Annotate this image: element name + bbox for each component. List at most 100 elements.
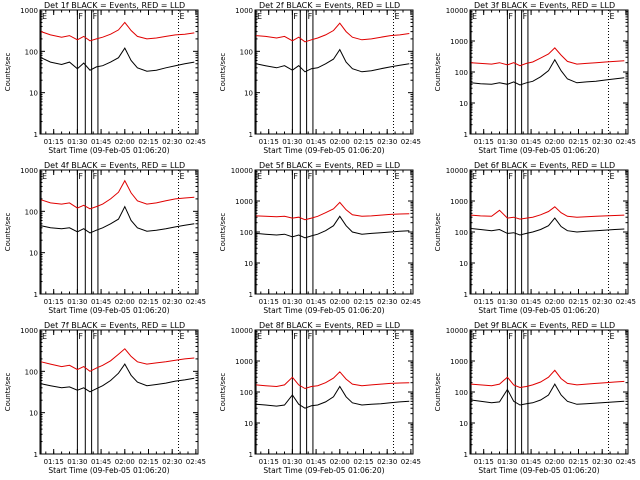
- y-tick-label: 1: [249, 291, 253, 299]
- y-tick-label: 100: [240, 48, 253, 56]
- panel-title: Det 8f BLACK = Events, RED = LLD: [259, 321, 400, 330]
- y-axis-label: Counts/sec: [219, 213, 227, 252]
- y-tick-label: 1: [34, 451, 38, 459]
- y-tick-label: 10000: [231, 167, 253, 175]
- event-marker-label: F: [308, 12, 313, 21]
- series-line-events: [256, 385, 410, 409]
- plot-frame: [254, 9, 414, 135]
- x-tick-label: 02:15: [353, 298, 373, 306]
- panel-det-2: Det 2f BLACK = Events, RED = LLD Counts/s…: [219, 1, 421, 155]
- series-line-events: [256, 215, 410, 239]
- event-marker-label: F: [93, 12, 98, 21]
- y-tick-label: 1000: [450, 358, 468, 366]
- x-tick-label: 02:30: [377, 138, 397, 146]
- series-line-lld: [471, 206, 625, 220]
- panel-det-8: Det 8f BLACK = Events, RED = LLD Counts/s…: [219, 321, 421, 475]
- y-tick-label: 100: [25, 368, 38, 376]
- x-tick-label: 01:15: [474, 298, 494, 306]
- x-tick-label: 02:45: [616, 138, 636, 146]
- y-tick-label: 100: [25, 48, 38, 56]
- y-tick-label: 1: [34, 291, 38, 299]
- y-tick-label: 10000: [446, 327, 468, 335]
- y-tick-label: 10: [29, 250, 38, 258]
- series-line-events: [471, 217, 625, 236]
- x-tick-label: 01:30: [497, 298, 517, 306]
- x-axis-label: Start Time (09-Feb-05 01:06:20): [263, 146, 384, 155]
- event-marker-label: F: [508, 332, 513, 341]
- y-axis-label: Counts/sec: [4, 213, 12, 252]
- plot-frame: [469, 329, 629, 455]
- x-tick-label: 02:00: [330, 458, 350, 466]
- panel-det-5: Det 5f BLACK = Events, RED = LLD Counts/s…: [219, 161, 421, 315]
- series-line-lld: [40, 21, 195, 42]
- series-line-lld: [40, 348, 195, 372]
- x-tick-label: 02:00: [545, 138, 565, 146]
- event-marker-label: F: [308, 172, 313, 181]
- event-marker-label: F: [508, 172, 513, 181]
- x-tick-label: 02:00: [115, 138, 135, 146]
- y-tick-label: 100: [455, 69, 468, 77]
- y-tick-label: 10000: [446, 7, 468, 15]
- x-tick-label: 01:30: [282, 138, 302, 146]
- event-marker-label: E: [472, 172, 477, 181]
- x-tick-label: 01:45: [91, 458, 111, 466]
- x-tick-label: 02:00: [330, 298, 350, 306]
- panel-title: Det 2f BLACK = Events, RED = LLD: [259, 1, 400, 10]
- event-marker-label: F: [93, 172, 98, 181]
- panel-det-1: Det 1f BLACK = Events, RED = LLD Counts/s…: [4, 1, 206, 155]
- x-tick-label: 02:15: [353, 138, 373, 146]
- x-tick-label: 02:45: [401, 298, 421, 306]
- x-tick-label: 01:30: [497, 458, 517, 466]
- x-tick-label: 02:30: [162, 138, 182, 146]
- x-axis-label: Start Time (09-Feb-05 01:06:20): [263, 306, 384, 315]
- y-tick-label: 10: [244, 260, 253, 268]
- y-tick-label: 1000: [20, 167, 38, 175]
- x-axis-label: Start Time (09-Feb-05 01:06:20): [48, 466, 169, 475]
- event-marker-label: E: [257, 172, 262, 181]
- x-tick-label: 02:00: [545, 298, 565, 306]
- panel-det-9: Det 9f BLACK = Events, RED = LLD Counts/s…: [434, 321, 636, 475]
- y-tick-label: 10: [459, 260, 468, 268]
- y-tick-label: 10: [459, 100, 468, 108]
- y-tick-label: 100: [455, 389, 468, 397]
- series-line-lld: [40, 179, 195, 210]
- event-marker-label: E: [610, 172, 615, 181]
- x-tick-label: 02:00: [115, 458, 135, 466]
- y-tick-label: 10: [29, 410, 38, 418]
- y-axis-label: Counts/sec: [219, 53, 227, 92]
- plot-frame: [469, 9, 629, 135]
- x-tick-label: 02:30: [592, 138, 612, 146]
- x-tick-label: 01:30: [67, 138, 87, 146]
- event-marker-label: E: [42, 12, 47, 21]
- panel-title: Det 5f BLACK = Events, RED = LLD: [259, 161, 400, 170]
- event-marker-label: F: [293, 332, 298, 341]
- series-line-events: [471, 58, 625, 86]
- event-marker-label: E: [395, 332, 400, 341]
- y-tick-label: 1: [464, 291, 468, 299]
- x-tick-label: 01:45: [521, 298, 541, 306]
- series-line-events: [471, 383, 625, 406]
- x-tick-label: 02:30: [592, 298, 612, 306]
- x-tick-label: 01:15: [44, 458, 64, 466]
- x-tick-label: 02:00: [545, 458, 565, 466]
- plot-frame: [254, 329, 414, 455]
- event-marker-label: E: [395, 12, 400, 21]
- panel-title: Det 7f BLACK = Events, RED = LLD: [44, 321, 185, 330]
- series-line-events: [40, 47, 195, 72]
- x-tick-label: 02:15: [568, 458, 588, 466]
- x-tick-label: 02:15: [138, 298, 158, 306]
- series-line-events: [41, 363, 195, 393]
- x-tick-label: 02:15: [138, 138, 158, 146]
- x-tick-label: 01:45: [306, 458, 326, 466]
- x-tick-label: 01:45: [521, 138, 541, 146]
- x-tick-label: 02:45: [401, 138, 421, 146]
- event-marker-label: F: [93, 332, 98, 341]
- panel-title: Det 1f BLACK = Events, RED = LLD: [44, 1, 185, 10]
- x-tick-label: 01:30: [67, 298, 87, 306]
- x-tick-label: 01:15: [44, 138, 64, 146]
- y-tick-label: 1: [464, 451, 468, 459]
- event-marker-label: F: [523, 172, 528, 181]
- event-marker-label: F: [308, 332, 313, 341]
- y-tick-label: 1000: [235, 7, 253, 15]
